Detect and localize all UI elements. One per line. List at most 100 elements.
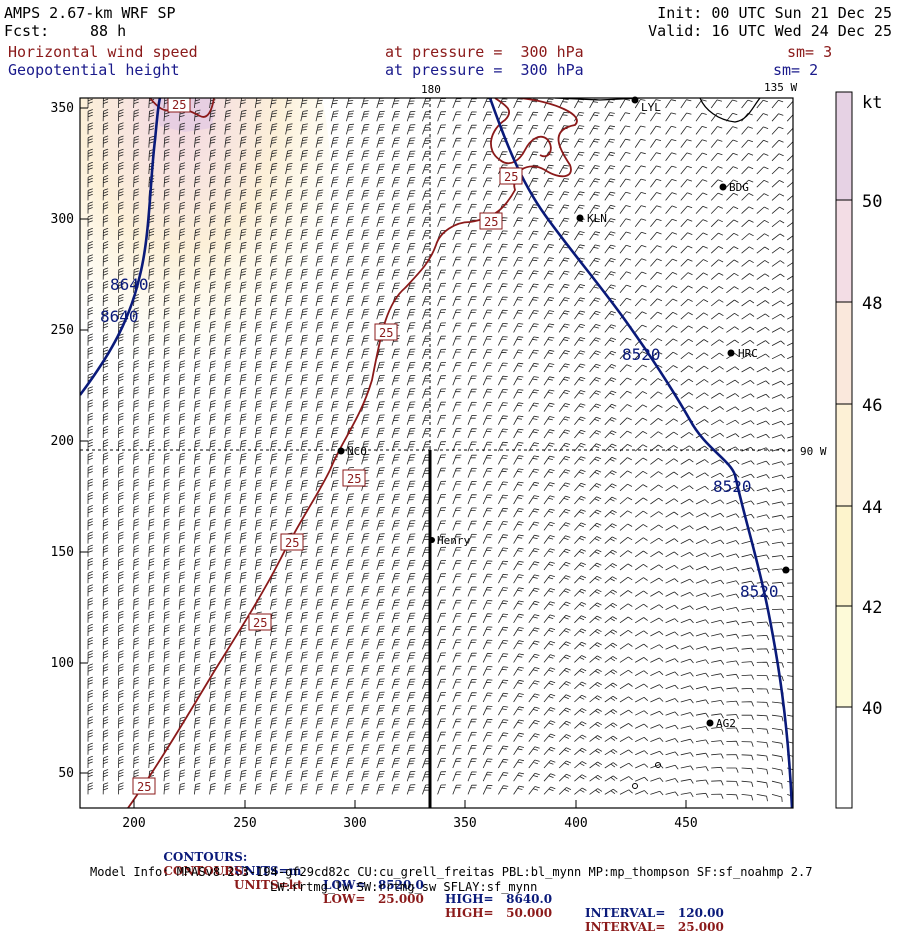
x-tick-label: 250 [233, 816, 256, 831]
wind-barb [665, 192, 677, 201]
wind-barb [771, 595, 785, 601]
wind-barb [270, 255, 278, 267]
wind-barb [543, 693, 556, 703]
wind-barb [452, 230, 462, 241]
wind-barb [787, 714, 793, 717]
wind-barb [543, 601, 556, 610]
speed-label: 25 [484, 215, 498, 229]
wind-barb [589, 682, 602, 690]
wind-barb [330, 678, 339, 689]
wind-barb [498, 336, 508, 346]
wind-barb [695, 405, 709, 412]
wind-barb [467, 388, 477, 399]
wind-barb [254, 598, 262, 610]
wind-barb [498, 309, 508, 320]
wind-barb [741, 420, 755, 426]
wind-barb [163, 452, 170, 465]
wind-barb [270, 545, 278, 557]
wind-barb [665, 258, 678, 267]
wind-barb [346, 335, 355, 346]
wind-barb [558, 469, 571, 478]
wind-barb [711, 472, 725, 478]
wind-barb [574, 191, 585, 201]
wind-barb [178, 386, 186, 399]
wind-barb [437, 150, 447, 161]
colorbar-tick: 50 [862, 192, 882, 212]
wind-barb [102, 439, 109, 452]
wind-barb [467, 705, 477, 716]
wind-barb [270, 783, 278, 795]
x-tick-label: 350 [453, 816, 476, 831]
wind-barb [513, 679, 524, 690]
wind-barb [315, 625, 324, 637]
wind-barb [285, 519, 293, 531]
wind-barb [543, 257, 554, 267]
wind-barb [634, 125, 646, 135]
wind-barb [619, 470, 633, 478]
colorbar-band [836, 707, 852, 808]
wind-barb [786, 221, 793, 228]
wind-barb [87, 769, 93, 782]
wind-barb [346, 546, 355, 557]
wind-barb [133, 558, 140, 571]
wind-barb [513, 191, 523, 201]
wind-barb [513, 600, 524, 610]
wind-barb [665, 445, 679, 452]
wind-barb [224, 149, 232, 161]
footer-contours-speed: CONTOURS: UNITS=kt LOW= 25.000 HIGH= 50.… [155, 850, 723, 934]
wind-barb [437, 177, 447, 188]
wind-barb [665, 139, 677, 148]
wind-barb [163, 254, 170, 267]
wind-barb [467, 758, 477, 769]
wind-barb [376, 282, 385, 293]
wind-barb [574, 549, 586, 558]
wind-barb [254, 308, 262, 320]
wind-barb [102, 320, 109, 333]
wind-barb [270, 651, 278, 663]
wind-barb [467, 137, 477, 148]
wind-barb [285, 215, 293, 227]
wind-barb [239, 255, 247, 267]
wind-barb [118, 412, 124, 425]
wind-barb [391, 559, 401, 571]
wind-barb [437, 362, 447, 373]
wind-barb [437, 296, 447, 307]
wind-barb [300, 440, 308, 452]
wind-barb [315, 493, 324, 505]
wind-barb [224, 545, 232, 557]
wind-barb [163, 729, 170, 742]
wind-barb [558, 707, 571, 716]
wind-barb [786, 262, 793, 267]
wind-barb [558, 667, 571, 676]
wind-barb [726, 767, 739, 773]
wind-barb [741, 380, 755, 386]
wind-barb [148, 373, 155, 386]
wind-barb [695, 192, 708, 201]
wind-barb [87, 188, 93, 201]
wind-barb [118, 307, 124, 320]
wind-barb [619, 284, 632, 294]
wind-barb [239, 202, 247, 214]
wind-barb [224, 703, 232, 716]
wind-barb [315, 282, 324, 293]
wind-barb [711, 619, 725, 625]
wind-barb [513, 349, 524, 359]
wind-barb [178, 175, 186, 188]
wind-barb [102, 188, 109, 201]
wind-barb [148, 109, 155, 122]
wind-barb [741, 406, 755, 412]
wind-barb [558, 522, 571, 531]
wind-barb [148, 743, 155, 755]
wind-barb [300, 611, 308, 623]
wind-barb [300, 176, 308, 188]
wind-barb [589, 350, 601, 360]
wind-barb [437, 586, 447, 597]
wind-barb [133, 610, 140, 623]
wind-barb [178, 743, 186, 755]
wind-barb [680, 512, 694, 518]
wind-barb [270, 374, 278, 386]
wind-barb [148, 347, 155, 359]
wind-barb [254, 479, 262, 491]
wind-barb [270, 717, 278, 729]
height-label: 8640 [110, 275, 149, 294]
